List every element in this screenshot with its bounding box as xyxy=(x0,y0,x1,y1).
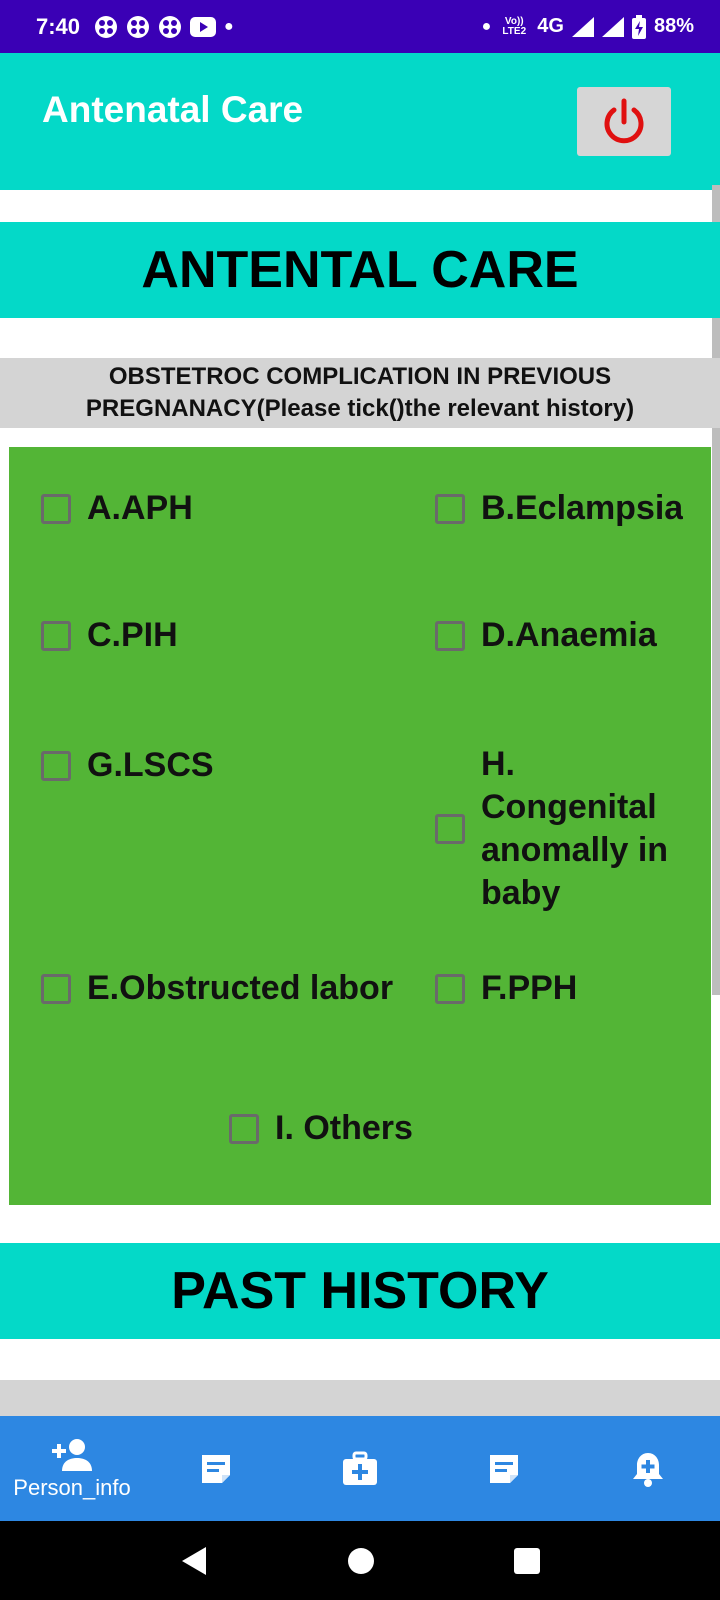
checkbox-label: A.APH xyxy=(87,489,193,527)
antenatal-care-heading: ANTENTAL CARE xyxy=(0,222,720,318)
checkbox-label: C.PIH xyxy=(87,616,178,654)
checkbox-pph[interactable]: F.PPH xyxy=(435,967,577,1010)
checkbox-eclampsia[interactable]: B.Eclampsia xyxy=(435,487,683,530)
person-add-icon xyxy=(52,1438,92,1471)
checkbox-obstructed-labor[interactable]: E.Obstructed labor xyxy=(41,967,393,1010)
checkbox-label: D.Anaemia xyxy=(481,616,657,654)
nav-person-info[interactable]: Person_info xyxy=(0,1416,144,1521)
note-icon xyxy=(202,1454,230,1483)
checkbox-box[interactable] xyxy=(41,620,71,651)
checkbox-lscs[interactable]: G.LSCS xyxy=(41,744,214,787)
checkbox-label: I. Others xyxy=(275,1109,413,1147)
bottom-navigation: Person_info xyxy=(0,1416,720,1521)
checkbox-box[interactable] xyxy=(435,814,465,844)
nav-notes-2[interactable] xyxy=(432,1416,576,1521)
checkbox-box[interactable] xyxy=(435,620,465,651)
checkbox-label: E.Obstructed labor xyxy=(87,969,394,1007)
past-history-heading: PAST HISTORY xyxy=(0,1243,720,1339)
back-icon[interactable] xyxy=(178,1545,210,1577)
checkbox-box[interactable] xyxy=(435,973,465,1004)
checkbox-box[interactable] xyxy=(41,750,71,781)
status-time: 7:40 xyxy=(36,13,81,39)
checkbox-aph[interactable]: A.APH xyxy=(41,487,193,530)
checkbox-box[interactable] xyxy=(41,973,71,1004)
more-notifications-dot-icon: ● xyxy=(224,17,234,35)
fan-icon xyxy=(126,15,150,39)
network-type: 4G xyxy=(537,15,564,37)
checkbox-box[interactable] xyxy=(435,493,465,524)
notification-icons: ● xyxy=(94,15,234,39)
volte-label: Vo)) LTE2 xyxy=(502,15,527,37)
nav-notes-1[interactable] xyxy=(144,1416,288,1521)
complications-panel: A.APH B.Eclampsia C.PIH D.Anaemia G.LSCS… xyxy=(9,447,711,1205)
checkbox-congenital-anomaly[interactable]: H. Congenital anomally in baby xyxy=(435,743,691,915)
subheader-line1: OBSTETROC COMPLICATION IN PREVIOUS xyxy=(108,363,612,390)
checkbox-label: H. Congenital anomally in baby xyxy=(481,745,669,912)
checkbox-label: G.LSCS xyxy=(87,746,214,784)
nav-medical[interactable] xyxy=(288,1416,432,1521)
system-navigation-bar xyxy=(0,1521,720,1600)
checkbox-others[interactable]: I. Others xyxy=(229,1107,413,1150)
battery-level: 88% xyxy=(653,15,694,37)
checkbox-box[interactable] xyxy=(229,1113,259,1144)
status-bar: 7:40 ● ● Vo)) LTE2 4G 88% xyxy=(0,0,720,53)
fan-icon xyxy=(158,15,182,39)
signal-icon xyxy=(571,16,594,37)
logout-button[interactable] xyxy=(577,87,671,156)
power-icon xyxy=(604,98,644,143)
checkbox-label: F.PPH xyxy=(481,969,578,1007)
app-title: Antenatal Care xyxy=(42,89,304,130)
form-content[interactable]: ANTENTAL CARE OBSTETROC COMPLICATION IN … xyxy=(0,190,720,1416)
obstetric-complication-subheader: OBSTETROC COMPLICATION IN PREVIOUS PREGN… xyxy=(0,358,720,428)
nav-alerts[interactable] xyxy=(576,1416,720,1521)
checkbox-pih[interactable]: C.PIH xyxy=(41,614,178,657)
note-icon xyxy=(490,1454,518,1483)
signal-icon xyxy=(601,16,624,37)
fan-icon xyxy=(94,15,118,39)
subheader-line2: PREGNANACY(Please tick()the relevant his… xyxy=(85,395,635,422)
recents-icon[interactable] xyxy=(512,1546,542,1576)
youtube-icon xyxy=(190,16,217,37)
system-icons: ● Vo)) LTE2 4G 88% xyxy=(481,14,694,39)
checkbox-anaemia[interactable]: D.Anaemia xyxy=(435,614,657,657)
checkbox-label: B.Eclampsia xyxy=(481,489,684,527)
dot-icon: ● xyxy=(481,17,492,35)
home-icon[interactable] xyxy=(346,1546,376,1576)
scrollbar[interactable] xyxy=(712,185,720,995)
medical-kit-icon xyxy=(343,1451,377,1485)
battery-icon xyxy=(631,14,646,39)
nav-label: Person_info xyxy=(13,1474,131,1500)
bell-plus-icon xyxy=(633,1452,663,1487)
app-bar: Antenatal Care xyxy=(0,53,720,190)
checkbox-box[interactable] xyxy=(41,493,71,524)
past-history-subheader xyxy=(0,1380,720,1416)
